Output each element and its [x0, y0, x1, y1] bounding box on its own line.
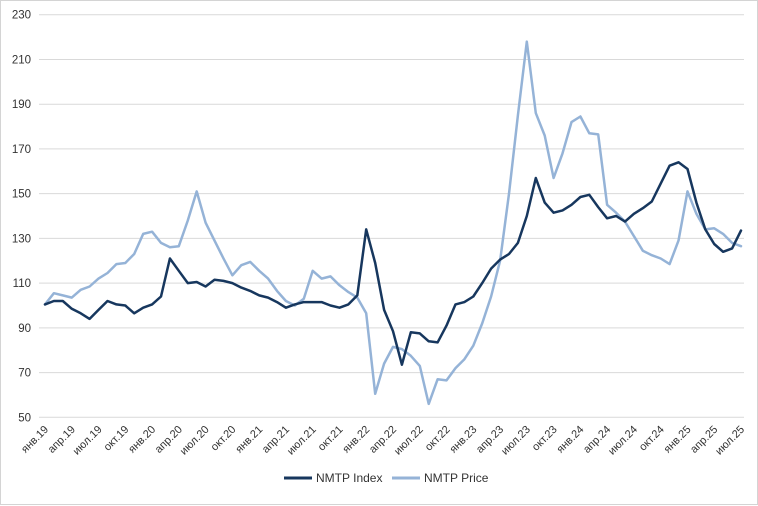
- x-axis-tick-label: июл.22: [392, 424, 426, 458]
- x-axis-tick-label: июл.19: [71, 424, 105, 458]
- x-axis-tick-label: янв.19: [19, 424, 51, 456]
- y-axis-tick-label: 130: [12, 233, 31, 245]
- y-axis-tick-label: 210: [12, 54, 31, 66]
- y-axis-tick-label: 110: [13, 278, 31, 290]
- x-axis-tick-label: янв.20: [126, 424, 158, 456]
- y-axis-tick-label: 230: [12, 10, 31, 22]
- y-axis-tick-label: 50: [18, 412, 31, 424]
- x-axis-tick-label: июл.21: [285, 424, 319, 458]
- series-line-nmtp-index: [43, 161, 743, 366]
- y-axis-tick-label: 190: [12, 99, 31, 111]
- x-axis-tick-label: янв.22: [340, 424, 372, 456]
- x-axis-tick-label: янв.23: [447, 424, 479, 456]
- x-axis-tick-label: июл.20: [178, 424, 212, 458]
- legend-label-nmtp-index: NMTP Index: [316, 471, 382, 485]
- y-axis-tick-label: 170: [12, 144, 31, 156]
- x-axis-tick-label: июл.25: [713, 424, 747, 458]
- series-line-nmtp-price: [43, 40, 743, 406]
- x-axis-tick-label: янв.24: [555, 424, 587, 456]
- legend-label-nmtp-price: NMTP Price: [424, 471, 489, 485]
- x-axis-tick-label: июл.24: [606, 424, 640, 458]
- y-axis-tick-label: 70: [18, 368, 31, 380]
- y-axis-tick-label: 90: [18, 323, 31, 335]
- y-axis-tick-label: 150: [12, 189, 31, 201]
- x-axis-tick-label: янв.21: [233, 424, 265, 456]
- x-axis-tick-label: янв.25: [662, 424, 694, 456]
- x-axis-tick-label: июл.23: [499, 424, 533, 458]
